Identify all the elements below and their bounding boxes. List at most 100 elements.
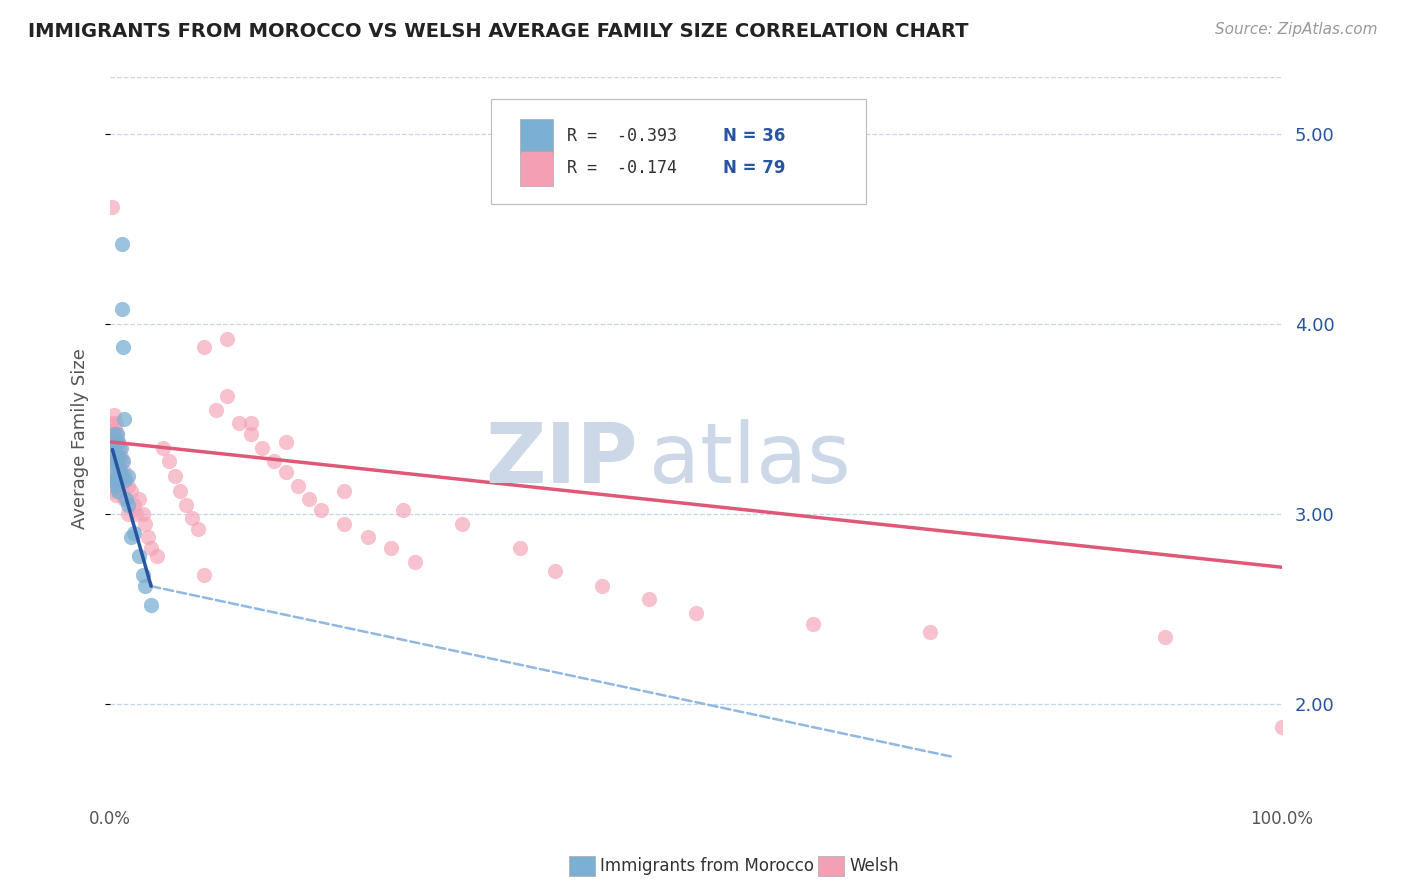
Point [122, 526, 145, 541]
Point [120, 484, 142, 499]
Point [114, 473, 136, 487]
Point [134, 516, 156, 531]
Point [100, 446, 122, 460]
Point [193, 340, 215, 354]
Point [1153, 631, 1175, 645]
Point [111, 237, 134, 252]
Point [105, 473, 128, 487]
Point [333, 516, 356, 531]
Point [101, 465, 124, 479]
Text: N = 79: N = 79 [723, 160, 786, 178]
Point [117, 507, 139, 521]
Point [107, 434, 129, 449]
Point [104, 446, 127, 460]
Text: IMMIGRANTS FROM MOROCCO VS WELSH AVERAGE FAMILY SIZE CORRELATION CHART: IMMIGRANTS FROM MOROCCO VS WELSH AVERAGE… [28, 22, 969, 41]
Point [104, 454, 127, 468]
Bar [520, 119, 553, 153]
Text: Immigrants from Morocco: Immigrants from Morocco [600, 857, 814, 875]
Point [169, 484, 191, 499]
Point [107, 484, 129, 499]
Point [111, 454, 134, 468]
Point [111, 454, 134, 468]
Point [404, 555, 426, 569]
Point [107, 459, 129, 474]
Point [108, 441, 131, 455]
Point [132, 567, 155, 582]
Point [117, 498, 139, 512]
Text: Source: ZipAtlas.com: Source: ZipAtlas.com [1215, 22, 1378, 37]
Point [450, 516, 472, 531]
Point [103, 409, 125, 423]
Text: atlas: atlas [650, 419, 851, 500]
Point [187, 522, 209, 536]
Point [104, 434, 127, 449]
Point [101, 427, 124, 442]
Point [105, 427, 128, 442]
Point [107, 434, 129, 449]
Point [111, 301, 134, 316]
Text: R =  -0.174: R = -0.174 [567, 160, 678, 178]
Point [239, 427, 262, 442]
Point [217, 389, 239, 403]
Point [112, 412, 135, 426]
Point [103, 427, 125, 442]
Point [157, 454, 180, 468]
Point [101, 454, 124, 468]
Point [107, 484, 129, 499]
Point [163, 469, 186, 483]
Point [239, 416, 262, 430]
Point [801, 617, 824, 632]
Point [105, 454, 128, 468]
Text: ZIP: ZIP [485, 419, 637, 500]
Point [274, 434, 297, 449]
Point [591, 579, 613, 593]
Point [217, 333, 239, 347]
Point [685, 606, 707, 620]
Point [274, 465, 297, 479]
Point [104, 465, 127, 479]
Point [100, 473, 122, 487]
Point [111, 478, 134, 492]
Point [287, 478, 309, 492]
Point [120, 530, 142, 544]
Point [146, 549, 169, 563]
Point [103, 434, 125, 449]
Text: N = 36: N = 36 [723, 127, 786, 145]
Point [104, 416, 127, 430]
Point [112, 491, 135, 506]
Point [122, 498, 145, 512]
Point [104, 422, 127, 436]
Point [125, 507, 148, 521]
Point [105, 427, 128, 442]
Point [112, 465, 135, 479]
Point [103, 484, 125, 499]
Point [103, 473, 125, 487]
Point [193, 567, 215, 582]
Bar [520, 151, 553, 186]
Point [117, 469, 139, 483]
Point [104, 488, 127, 502]
Point [104, 473, 127, 487]
Point [104, 454, 127, 468]
Point [139, 541, 162, 556]
Point [115, 491, 138, 506]
Point [263, 454, 285, 468]
Point [181, 511, 204, 525]
Point [204, 402, 226, 417]
Y-axis label: Average Family Size: Average Family Size [72, 348, 89, 529]
Point [105, 450, 128, 464]
Point [108, 450, 131, 464]
Point [110, 450, 132, 464]
Point [110, 465, 132, 479]
Point [104, 441, 127, 455]
Point [333, 484, 356, 499]
Point [174, 498, 197, 512]
Point [110, 441, 132, 455]
Point [392, 503, 415, 517]
Point [104, 473, 127, 487]
Text: R =  -0.393: R = -0.393 [567, 127, 678, 145]
Point [134, 579, 156, 593]
Point [544, 564, 567, 578]
FancyBboxPatch shape [491, 99, 866, 203]
Point [136, 530, 159, 544]
